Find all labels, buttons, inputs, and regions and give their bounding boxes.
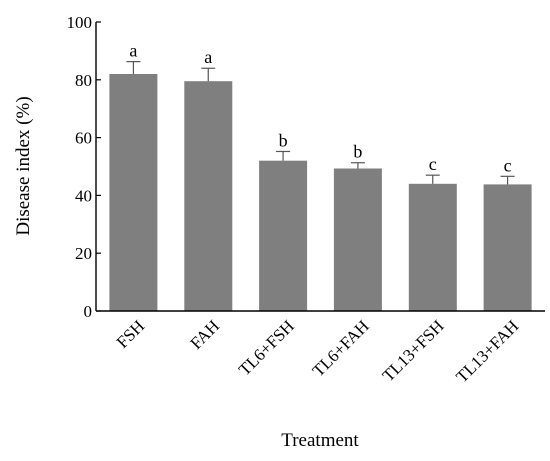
- significance-labels-group: a a b b c c: [129, 41, 511, 176]
- significance-label: b: [353, 142, 362, 162]
- x-tick-label: FAH: [186, 316, 223, 353]
- bar-fsh: [109, 74, 158, 311]
- x-tick-label: TL13+FAH: [452, 316, 522, 386]
- x-tick-label: TL6+FSH: [235, 316, 298, 379]
- y-tick-label: 20: [75, 244, 92, 263]
- x-axis-title: Treatment: [281, 430, 359, 451]
- significance-label: a: [129, 41, 137, 61]
- y-axis-title: Disease index (%): [13, 96, 34, 235]
- y-tick-label: 40: [75, 186, 92, 205]
- bar-tl6-fsh: [259, 160, 308, 311]
- bar-fah: [184, 81, 233, 311]
- significance-label: a: [204, 47, 212, 67]
- x-tick-label: TL13+FSH: [379, 316, 448, 385]
- bar-tl6-fah: [333, 168, 382, 311]
- y-axis: 0 20 40 60 80 100: [67, 13, 101, 321]
- significance-label: c: [429, 154, 437, 174]
- significance-label: c: [504, 155, 512, 175]
- x-axis: FSH FAH TL6+FSH TL6+FAH TL13+FSH TL13+FAH: [96, 310, 545, 386]
- y-tick-label: 80: [75, 71, 92, 90]
- bar-tl13-fsh: [408, 183, 457, 311]
- bars-group: [109, 74, 532, 311]
- x-tick-label: TL6+FAH: [309, 316, 373, 380]
- y-tick-label: 0: [84, 302, 93, 321]
- error-bars-group: [126, 60, 515, 185]
- significance-label: b: [279, 131, 288, 151]
- y-tick-label: 60: [75, 129, 92, 148]
- x-tick-label: FSH: [113, 316, 148, 351]
- y-tick-label: 100: [67, 13, 93, 32]
- bar-tl13-fah: [483, 184, 532, 311]
